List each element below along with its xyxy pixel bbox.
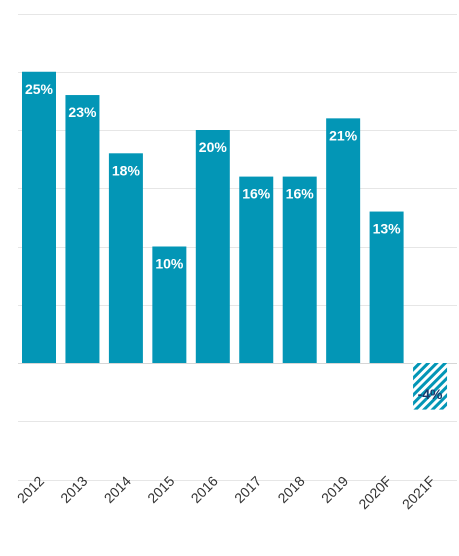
bars (22, 71, 448, 410)
x-tick-2018: 2018 (274, 473, 307, 506)
data-label-2016: 20% (199, 139, 228, 155)
bar-2020f (369, 211, 404, 363)
data-label-2012: 25% (25, 81, 54, 97)
x-tick-2020f: 2020F (355, 473, 394, 512)
data-label-2018: 16% (286, 186, 315, 202)
x-tick-2015: 2015 (144, 473, 177, 506)
bar-2019 (326, 118, 361, 363)
bar-2021f (413, 363, 448, 410)
data-label-2017: 16% (242, 186, 271, 202)
bar-2016 (195, 130, 230, 363)
x-tick-2014: 2014 (101, 473, 134, 506)
data-label-2021f: -4% (418, 386, 443, 402)
bar-2013 (65, 95, 100, 364)
data-label-2013: 23% (68, 104, 97, 120)
data-label-2020f: 13% (373, 221, 402, 237)
x-tick-2012: 2012 (14, 473, 47, 506)
data-labels: 25% 23% 18% 10% 20% 16% 16% 21% 13% -4% (25, 81, 443, 402)
data-label-2014: 18% (112, 162, 141, 178)
x-tick-2019: 2019 (318, 473, 351, 506)
x-tick-2021f: 2021F (399, 473, 438, 512)
bar-2012 (22, 71, 56, 363)
x-tick-2016: 2016 (188, 473, 221, 506)
x-tick-2013: 2013 (57, 473, 90, 506)
data-label-2019: 21% (329, 127, 358, 143)
bar-2014 (108, 153, 143, 363)
data-label-2015: 10% (155, 256, 184, 272)
bar-2015 (152, 246, 187, 363)
x-tick-2017: 2017 (231, 473, 264, 506)
bar-2017 (239, 176, 274, 363)
x-axis-tick-labels: 2012 2013 2014 2015 2016 2017 2018 2019 2020F 202… (14, 473, 438, 513)
bar-2018 (282, 176, 317, 363)
